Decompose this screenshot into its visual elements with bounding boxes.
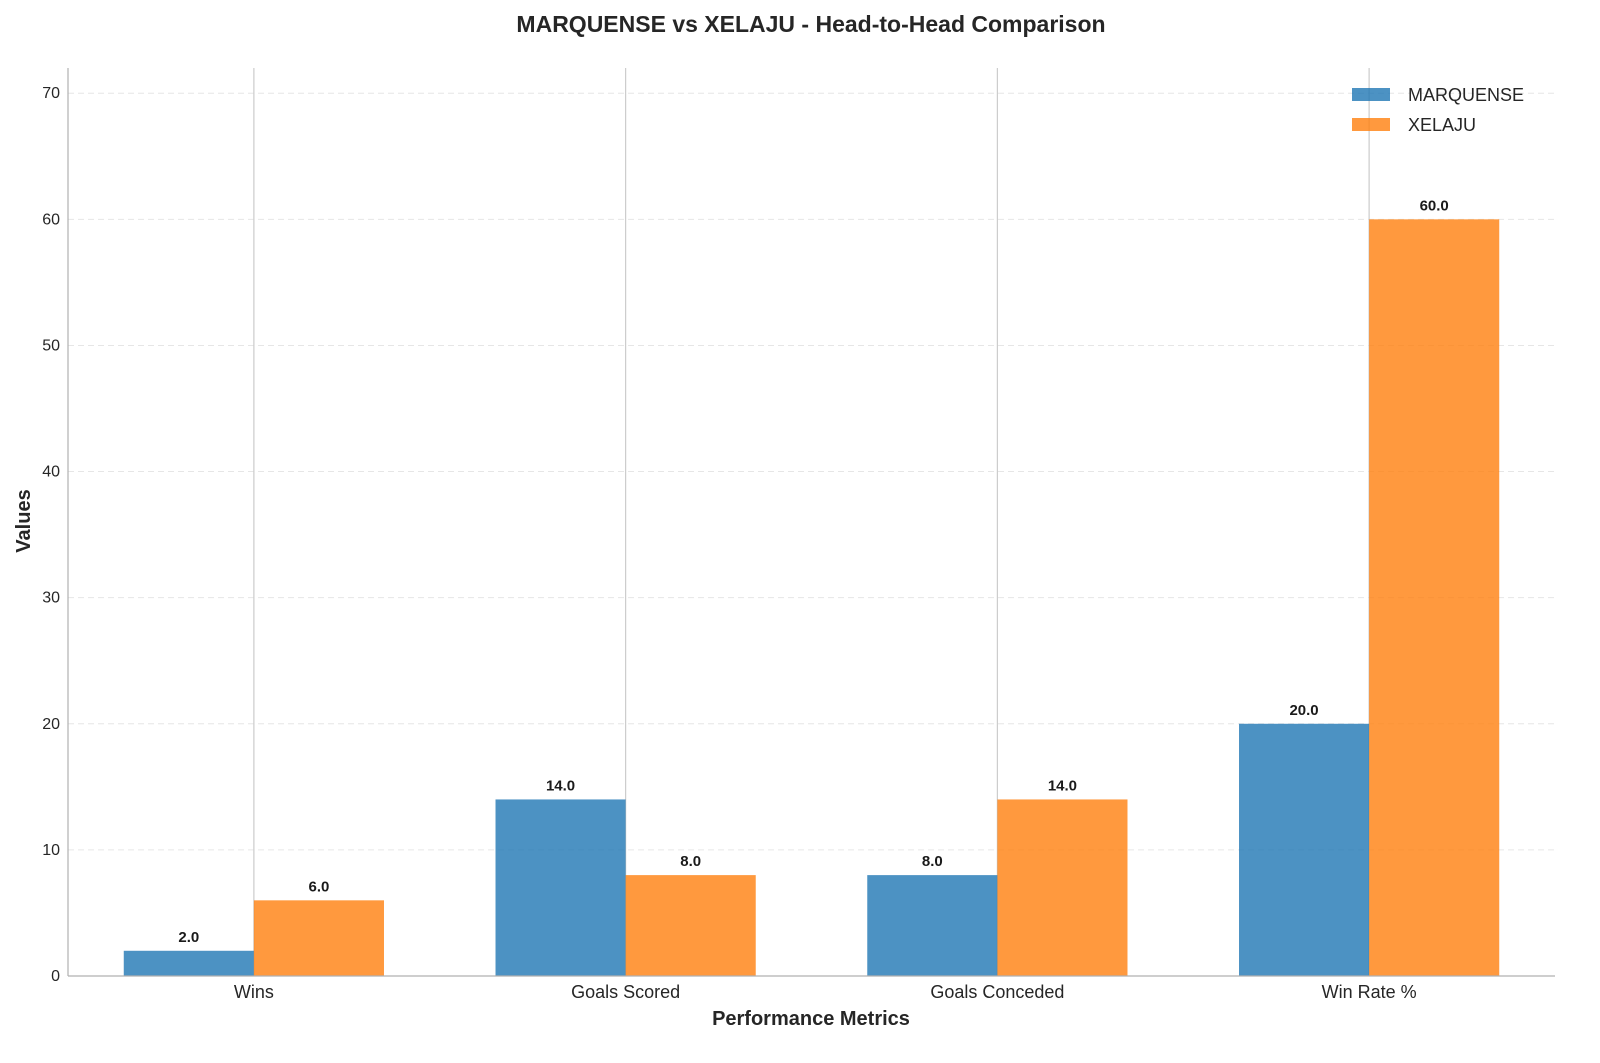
y-tick-label: 0 [51,968,60,985]
legend: MARQUENSE XELAJU [1352,85,1524,135]
x-axis-label: Performance Metrics [712,1008,910,1030]
legend-swatch-xelaju [1352,118,1390,131]
bar-value-label: 20.0 [1289,702,1318,719]
bar-marquense-3 [1239,723,1370,976]
legend-label-xelaju: XELAJU [1408,115,1476,135]
y-tick-label: 30 [42,590,60,607]
y-tick-label: 60 [42,211,60,228]
legend-swatch-marquense [1352,88,1390,101]
y-tick-label: 40 [42,464,60,481]
y-tick-label: 20 [42,716,60,733]
bar-value-label: 6.0 [309,878,330,895]
bars-layer [123,219,1500,977]
axes-layer: 0 10 20 30 40 50 60 70 Wins Goals Scored Goals Con… [42,68,1555,1002]
bar-xelaju-3 [1369,219,1500,977]
x-tick-label: Goals Conceded [930,982,1064,1002]
bar-xelaju-0 [253,900,384,976]
y-axis-label: Values [13,489,35,552]
x-tick-label: Goals Scored [571,982,680,1002]
y-tick-label: 50 [42,337,60,354]
bar-xelaju-2 [997,799,1128,976]
bar-marquense-0 [123,950,254,976]
bar-value-label: 14.0 [546,777,575,794]
bar-value-label: 8.0 [922,853,943,870]
y-tick-label: 10 [42,842,60,859]
bar-value-label: 60.0 [1420,197,1449,214]
bar-marquense-2 [867,875,998,976]
bar-value-label: 14.0 [1048,777,1077,794]
bar-value-label: 8.0 [680,853,701,870]
chart-title: MARQUENSE vs XELAJU - Head-to-Head Compa… [516,11,1105,37]
x-tick-label: Wins [234,982,274,1002]
bar-marquense-1 [495,799,626,976]
bar-xelaju-1 [625,875,756,976]
y-tick-label: 70 [42,85,60,102]
x-tick-label: Win Rate % [1322,982,1417,1002]
labels-layer: 2.0 14.0 8.0 20.0 6.0 8.0 14.0 60.0 [178,197,1448,945]
legend-label-marquense: MARQUENSE [1408,85,1524,105]
bar-value-label: 2.0 [178,929,199,946]
